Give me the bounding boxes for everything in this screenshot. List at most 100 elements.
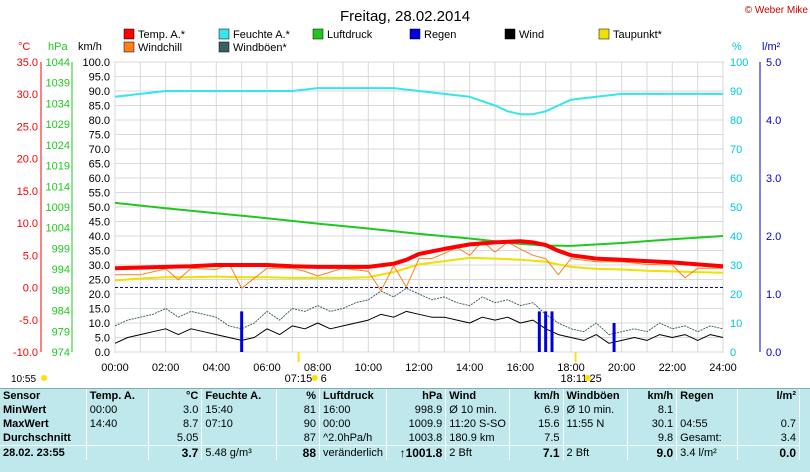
stats-cell: 180.9 km — [445, 431, 510, 446]
rain-tick: 2.0 — [766, 231, 781, 243]
x-tick: 04:00 — [203, 362, 231, 374]
stats-cell: 00:00 — [319, 417, 387, 431]
sun-icon — [41, 375, 47, 381]
wind-tick: 45.0 — [89, 217, 110, 229]
moon-left-icon — [311, 375, 318, 381]
stats-cell — [86, 431, 150, 446]
stats-cell: 7.5 — [509, 431, 564, 446]
press-tick: 1004 — [46, 223, 70, 235]
rain-bar — [550, 311, 554, 352]
stats-cell: 7.1 — [509, 445, 564, 460]
wind-tick: 25.0 — [89, 275, 110, 287]
x-tick: 16:00 — [507, 362, 535, 374]
x-tick: 24:00 — [709, 362, 737, 374]
x-tick: 22:00 — [659, 362, 687, 374]
stats-cell: 15.6 — [509, 417, 564, 431]
stats-cell: 0.0 — [737, 445, 800, 460]
rain-bar — [544, 311, 548, 352]
hum-unit: % — [732, 41, 742, 53]
legend-swatch — [312, 28, 324, 40]
wind-tick: 70.0 — [89, 144, 110, 156]
stats-header-row: Sensor Temp. A. °C Feuchte A.% Luftdruck hPa W… — [0, 389, 800, 403]
stats-cell: 04:55 — [676, 417, 739, 431]
wind-tick: 10.0 — [89, 318, 110, 330]
rain-tick: 3.0 — [766, 173, 781, 185]
temp-tick: 0.0 — [23, 283, 38, 295]
legend-swatch — [123, 41, 135, 53]
stats-cell — [201, 431, 277, 446]
temp-tick: 25.0 — [17, 121, 38, 133]
legend-label: Temp. A.* — [138, 29, 186, 41]
moon-right-label: 25 — [590, 373, 602, 385]
stats-header-cell: °C — [148, 389, 203, 403]
sunset-label: 18:11 — [561, 373, 588, 385]
stats-cell: 9.8 — [627, 431, 678, 446]
x-tick: 06:00 — [253, 362, 281, 374]
wind-tick: 35.0 — [89, 246, 110, 258]
press-tick: 1029 — [46, 119, 70, 131]
moon-left-label: 6 — [321, 373, 327, 385]
chart-title: Freitag, 28.02.2014 — [340, 8, 470, 25]
temp-tick: 5.0 — [23, 250, 38, 262]
series-feuchte-a — [114, 87, 723, 116]
hum-tick: 10 — [730, 318, 742, 330]
wind-tick: 40.0 — [89, 231, 110, 243]
stats-cell: 8.1 — [627, 403, 678, 417]
stats-cell: 3.4 — [737, 431, 800, 446]
stats-header-cell: km/h — [509, 389, 564, 403]
rain-bar — [240, 311, 244, 352]
time-marker: 10:55 — [11, 374, 36, 385]
rain-bar — [537, 311, 541, 352]
stats-cell: 88 — [276, 445, 321, 460]
stats-row: Durchschnitt 5.05 87 ^2.0hPa/h 1003.8 180.9 k… — [0, 431, 800, 446]
stats-row: MinWert 00:00 3.0 15:40 81 16:00 998.9 Ø 10 min… — [0, 403, 800, 417]
stats-cell: 81 — [276, 403, 321, 417]
moon-right-icon — [584, 375, 591, 381]
stats-cell: 5.48 g/m³ — [201, 445, 277, 460]
legend: Temp. A.* Feuchte A.* Luftdruck Regen Wind Ta… — [123, 28, 663, 54]
stats-cell: ^2.0hPa/h — [319, 431, 387, 446]
stats-cell: Ø 10 min. — [563, 403, 629, 417]
stats-cell: 9.0 — [627, 445, 678, 460]
stats-cell: Durchschnitt — [0, 431, 87, 446]
stats-cell: 5.05 — [148, 431, 203, 446]
wind-tick: 80.0 — [89, 115, 110, 127]
stats-cell: 1003.8 — [386, 431, 447, 446]
stats-header-cell: % — [276, 389, 321, 403]
rain-tick: 0.0 — [766, 347, 781, 359]
wind-tick: 90.0 — [89, 86, 110, 98]
stats-header-cell: Luftdruck — [319, 389, 387, 403]
legend-label: Luftdruck — [327, 29, 373, 41]
temp-tick: 10.0 — [17, 218, 38, 230]
wind-tick: 95.0 — [89, 72, 110, 84]
press-tick: 974 — [52, 347, 70, 359]
stats-cell — [676, 403, 739, 417]
stats-cell: 11:55 N — [563, 417, 629, 431]
wind-tick: 50.0 — [89, 202, 110, 214]
stats-cell: 2 Bft — [445, 445, 510, 460]
hum-tick: 70 — [730, 144, 742, 156]
legend-label: Feuchte A.* — [233, 29, 291, 41]
press-tick: 994 — [52, 264, 70, 276]
stats-header-cell: km/h — [627, 389, 678, 403]
temp-tick: -5.0 — [19, 315, 38, 327]
stats-header-cell: Feuchte A. — [201, 389, 277, 403]
stats-cell: ↑1001.8 — [386, 445, 447, 460]
wind-tick: 100.0 — [82, 57, 110, 69]
series-temp-a — [114, 239, 724, 271]
wind-unit: km/h — [78, 41, 102, 53]
legend-swatch — [504, 28, 516, 40]
stats-header-cell: Temp. A. — [86, 389, 150, 403]
press-tick: 1014 — [46, 181, 70, 193]
stats-cell — [737, 403, 800, 417]
stats-cell: 11:20 S-SO — [445, 417, 510, 431]
stats-header-cell: Regen — [676, 389, 739, 403]
stats-cell: 3.7 — [148, 445, 203, 460]
copyright: © Weber Mike — [745, 5, 809, 16]
rain-tick: 5.0 — [766, 57, 781, 69]
stats-cell: 30.1 — [627, 417, 678, 431]
series-windb-en — [114, 287, 724, 336]
stats-cell: 90 — [276, 417, 321, 431]
stats-header-cell: l/m² — [737, 389, 800, 403]
wind-tick: 85.0 — [89, 101, 110, 113]
